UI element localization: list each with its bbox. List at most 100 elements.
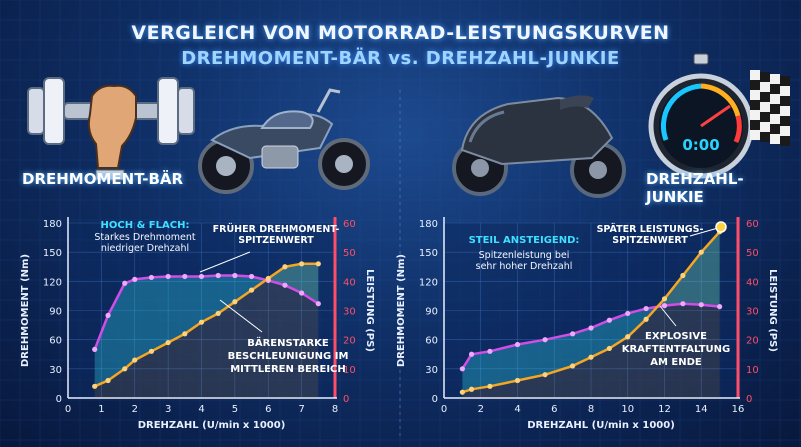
- annotation-text: Spitzenleistung bei sehr hoher Drehzahl: [476, 250, 573, 272]
- torque-point: [248, 273, 255, 280]
- flag-square: [780, 126, 790, 136]
- x-tick-label: 0: [65, 404, 71, 415]
- x-tick-label: 8: [332, 404, 338, 415]
- flag-square: [760, 82, 770, 92]
- power-point: [265, 275, 271, 282]
- fist-icon: [87, 84, 137, 181]
- torque-point: [698, 302, 704, 308]
- power-point: [468, 386, 475, 392]
- power-point: [542, 372, 548, 378]
- power-point: [248, 287, 255, 293]
- power-area: [462, 231, 720, 398]
- flag-square: [780, 106, 790, 116]
- torque-point: [132, 276, 138, 282]
- torque-point: [588, 325, 594, 331]
- annotation-leader: [659, 305, 677, 327]
- y-axis-right-title: LEISTUNG (PS): [364, 269, 375, 352]
- y-right-tick-label: 60: [343, 219, 356, 230]
- flag-square: [750, 130, 760, 140]
- power-point: [198, 319, 205, 325]
- y-tick-label: 180: [43, 219, 62, 230]
- flag-square: [760, 112, 770, 122]
- y-right-tick-label: 0: [343, 394, 349, 405]
- y-right-tick-label: 50: [746, 248, 759, 259]
- flag-square: [770, 124, 780, 134]
- page-title: VERGLEICH VON MOTORRAD-LEISTUNGSKURVEN: [131, 22, 670, 44]
- x-tick-label: 2: [478, 404, 484, 415]
- torque-point: [717, 304, 723, 310]
- flag-square: [770, 84, 780, 94]
- y-tick-label: 120: [419, 277, 438, 288]
- flag-square: [780, 76, 790, 86]
- y-right-tick-label: 40: [746, 277, 759, 288]
- annotation-title: SPÄTER LEISTUNGS-SPITZENWERT: [597, 224, 704, 246]
- torque-point: [92, 346, 98, 352]
- y-tick-label: 0: [432, 394, 438, 405]
- y-tick-label: 120: [43, 277, 62, 288]
- y-right-tick-label: 30: [746, 307, 759, 318]
- x-tick-label: 5: [232, 404, 238, 415]
- flag-square: [770, 94, 780, 104]
- flag-square: [770, 104, 780, 114]
- power-point: [132, 357, 138, 363]
- x-tick-label: 7: [298, 404, 304, 415]
- cruiser-motorcycle-icon: [198, 88, 370, 194]
- page-subtitle: DREHMOMENT-BÄR vs. DREHZAHL-JUNKIE: [181, 48, 620, 69]
- torque-point: [643, 305, 649, 312]
- flag-square: [750, 90, 760, 100]
- y-tick-label: 60: [49, 336, 62, 347]
- annotations: HOCH & FLACH:Starkes Drehmoment niedriger…: [94, 220, 730, 375]
- power-point: [680, 272, 686, 279]
- flag-square: [750, 120, 760, 130]
- power-point: [148, 348, 155, 354]
- torque-point: [182, 273, 188, 280]
- x-tick-label: 6: [265, 404, 271, 415]
- area-between-curves: [462, 231, 720, 393]
- torque-point: [215, 272, 221, 279]
- y-tick-label: 150: [419, 248, 438, 259]
- power-point: [315, 261, 321, 267]
- flag-square: [750, 100, 760, 110]
- torque-point: [570, 331, 576, 337]
- chart-panel-1: 0 30 60 90 120 150 180 0 10 20 30 40 50 60 0 1 2 3 4 5 6 7 8 DR…: [20, 217, 375, 431]
- power-point: [122, 366, 128, 372]
- torque-point: [680, 301, 686, 307]
- torque-point: [606, 317, 612, 323]
- y-right-tick-label: 10: [746, 365, 759, 376]
- torque-point: [661, 303, 668, 309]
- x-tick-label: 3: [165, 404, 171, 415]
- y-right-tick-label: 10: [343, 365, 356, 376]
- flag-square: [780, 136, 790, 146]
- torque-point: [315, 301, 321, 307]
- torque-point: [459, 366, 465, 372]
- y-tick-label: 30: [425, 365, 438, 376]
- chart-panel-2: 0 30 60 90 120 150 180 0 10 20 30 40 50 60 0 2 4 6 8 10 12 14…: [396, 217, 778, 431]
- power-point: [643, 316, 649, 322]
- x-tick-label: 2: [132, 404, 138, 415]
- torque-point: [282, 282, 288, 288]
- flag-square: [780, 96, 790, 106]
- label-rev-junkie: DREHZAHL-JUNKIE: [646, 170, 744, 206]
- sport-motorcycle-icon: [452, 95, 626, 198]
- torque-point: [299, 290, 305, 296]
- flag-square: [770, 114, 780, 124]
- x-tick-label: 16: [732, 404, 745, 415]
- y-tick-label: 60: [425, 336, 438, 347]
- y-right-tick-label: 60: [746, 219, 759, 230]
- flag-square: [750, 80, 760, 90]
- y-right-tick-label: 20: [746, 336, 759, 347]
- power-point: [625, 334, 631, 340]
- x-tick-label: 8: [588, 404, 594, 415]
- x-tick-label: 6: [551, 404, 557, 415]
- flag-square: [750, 70, 760, 80]
- x-tick-label: 4: [198, 404, 204, 415]
- torque-point: [165, 273, 171, 280]
- x-axis-title: DREHZAHL (U/min x 1000): [138, 420, 286, 431]
- power-point: [299, 261, 305, 267]
- torque-line: [461, 302, 720, 370]
- x-axis-title: DREHZAHL (U/min x 1000): [527, 420, 675, 431]
- flag-square: [760, 92, 770, 102]
- flag-square: [750, 110, 760, 120]
